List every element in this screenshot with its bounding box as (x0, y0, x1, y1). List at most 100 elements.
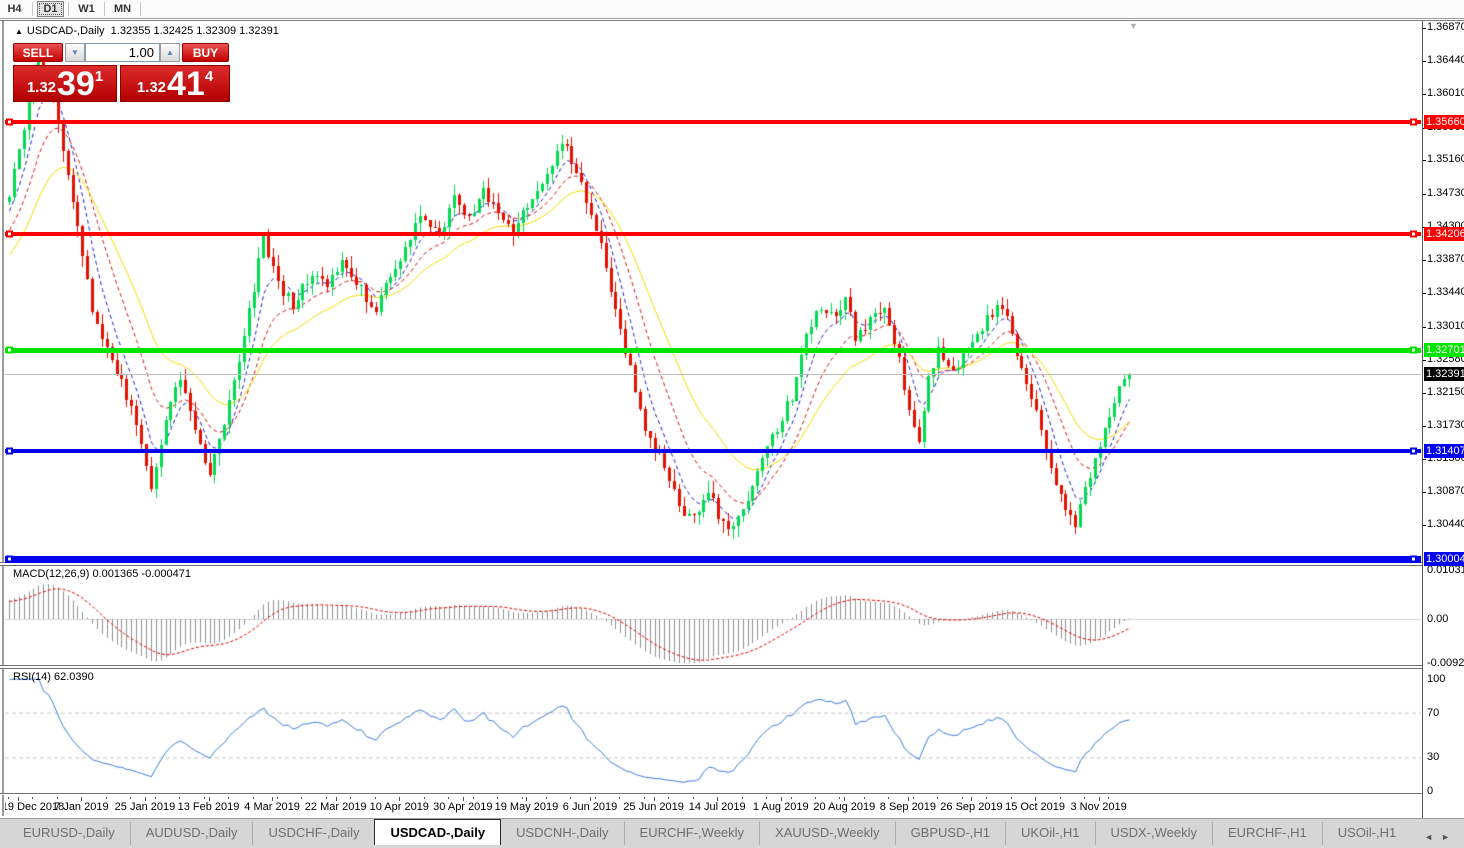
axis-tick (1423, 61, 1426, 63)
timeframe-button-h4[interactable]: H4 (7, 3, 22, 15)
buy-button[interactable]: BUY (182, 43, 229, 62)
level-line-1.32701[interactable] (5, 346, 1421, 354)
date-minor-tick (815, 797, 816, 799)
sell-price-main: 39 (57, 65, 95, 103)
timeframe-button-mn[interactable]: MN (113, 3, 132, 15)
level-line-endpoint[interactable] (6, 346, 13, 354)
endpoint-dot (1412, 557, 1415, 561)
tab-usdx-weekly[interactable]: USDX-,Weekly (1094, 822, 1212, 845)
macd-canvas[interactable] (5, 566, 1421, 665)
main-chart-panel[interactable]: ▲ USDCAD-,Daily 1.32355 1.32425 1.32309 1… (5, 21, 1421, 562)
volume-decrease-button[interactable]: ▼ (65, 43, 85, 62)
buy-price-tile[interactable]: 1.32 41 4 (120, 65, 230, 102)
price-axis[interactable]: 1.368701.364401.360101.355801.351601.347… (1422, 21, 1464, 818)
chart-shift-marker-icon[interactable]: ▼ (1129, 21, 1138, 31)
date-minor-tick (986, 797, 987, 799)
level-line-endpoint[interactable] (6, 230, 13, 238)
chart-title: ▲ USDCAD-,Daily 1.32355 1.32425 1.32309 1… (15, 25, 279, 37)
date-minor-tick (424, 797, 425, 799)
rsi-canvas[interactable] (5, 669, 1421, 796)
date-minor-tick (693, 797, 694, 799)
date-minor-tick (742, 797, 743, 799)
panel-divider[interactable] (0, 665, 1464, 669)
window-top-border (0, 20, 1464, 21)
tab-scroll-right-icon[interactable]: ► (1441, 832, 1458, 842)
axis-tick (1423, 492, 1426, 494)
tab-ukoil-h1[interactable]: UKOil-,H1 (1005, 822, 1095, 845)
date-minor-tick (522, 797, 523, 799)
volume-input[interactable] (85, 43, 160, 62)
date-label: 4 Mar 2019 (244, 801, 300, 813)
date-minor-tick (644, 797, 645, 799)
date-minor-tick (1108, 797, 1109, 799)
endpoint-dot (8, 232, 11, 236)
date-minor-tick (1084, 797, 1085, 799)
price-badge-1.32701: 1.32701 (1424, 343, 1464, 358)
date-minor-tick (497, 797, 498, 799)
tab-audusd-daily[interactable]: AUDUSD-,Daily (129, 822, 253, 845)
level-line-endpoint[interactable] (1410, 230, 1417, 238)
axis-tick (1423, 458, 1426, 460)
timeframe-toolbar: H4 D1 W1 MN (0, 0, 1464, 19)
tab-usdchf-daily[interactable]: USDCHF-,Daily (252, 822, 374, 845)
date-major-tick (781, 797, 782, 801)
timeframe-button-w1[interactable]: W1 (78, 3, 95, 15)
date-minor-tick (57, 797, 58, 799)
tab-scroll-left-icon[interactable]: ◄ (1424, 832, 1442, 842)
collapse-arrow-icon[interactable]: ▲ (15, 27, 23, 36)
date-label: 10 Apr 2019 (369, 801, 429, 813)
sell-button[interactable]: SELL (13, 43, 63, 62)
date-label: 22 Mar 2019 (304, 801, 367, 813)
date-axis[interactable]: 19 Dec 2018 7 Jan 2019 25 Jan 2019 13 Feb 2… (5, 797, 1421, 818)
rsi-panel[interactable]: RSI(14) 62.0390 (5, 669, 1421, 796)
date-minor-tick (864, 797, 865, 799)
tab-usoil-h1[interactable]: USOil-,H1 (1321, 822, 1412, 845)
date-label: 1 Aug 2019 (752, 801, 809, 813)
date-minor-tick (130, 797, 131, 799)
date-minor-tick (791, 797, 792, 799)
rsi-label: RSI(14) 62.0390 (13, 671, 94, 683)
tab-usdcad-daily[interactable]: USDCAD-,Daily (374, 819, 502, 845)
date-major-tick (971, 797, 972, 801)
tab-usdcnh-daily[interactable]: USDCNH-,Daily (516, 825, 609, 840)
level-line-1.30004[interactable] (5, 555, 1421, 563)
sell-price-tile[interactable]: 1.32 39 1 (13, 65, 117, 102)
window-left-border (2, 21, 4, 816)
endpoint-dot (1412, 348, 1415, 352)
tab-eurusd-daily[interactable]: EURUSD-,Daily (23, 825, 115, 840)
date-major-tick (526, 797, 527, 801)
level-line-endpoint[interactable] (6, 118, 13, 126)
rsi-axis-label: 0 (1427, 785, 1434, 797)
level-line-1.34206[interactable] (5, 230, 1421, 238)
macd-label: MACD(12,26,9) 0.001365 -0.000471 (13, 568, 191, 580)
level-line-endpoint[interactable] (1410, 555, 1417, 563)
price-tick-label: 1.36870 (1427, 20, 1464, 33)
tab-eurchf-weekly[interactable]: EURCHF-,Weekly (623, 822, 760, 845)
macd-panel[interactable]: MACD(12,26,9) 0.001365 -0.000471 (5, 566, 1421, 665)
level-line-endpoint[interactable] (1410, 447, 1417, 455)
tab-eurchf-h1[interactable]: EURCHF-,H1 (1212, 822, 1322, 845)
endpoint-dot (8, 348, 11, 352)
level-line-endpoint[interactable] (1410, 118, 1417, 126)
volume-increase-button[interactable]: ▲ (160, 43, 180, 62)
timeframe-button-d1[interactable]: D1 (37, 1, 64, 17)
chart-symbol-period: USDCAD-,Daily (26, 25, 105, 37)
current-price-line (5, 374, 1421, 376)
level-line-1.35660[interactable] (5, 118, 1421, 126)
macd-axis-label: -0.009203 (1427, 656, 1464, 669)
rsi-axis-label: 70 (1427, 706, 1440, 719)
date-label: 13 Feb 2019 (177, 801, 240, 813)
tab-gbpusd-h1[interactable]: GBPUSD-,H1 (894, 822, 1005, 845)
level-line-1.31407[interactable] (5, 447, 1421, 455)
axis-tick (1423, 160, 1426, 162)
date-major-tick (1035, 797, 1036, 801)
candlestick-chart-canvas[interactable] (5, 21, 1421, 562)
date-major-tick (844, 797, 845, 801)
level-line-endpoint[interactable] (6, 555, 13, 563)
level-line-endpoint[interactable] (6, 447, 13, 455)
endpoint-dot (8, 557, 11, 561)
level-line-endpoint[interactable] (1410, 346, 1417, 354)
date-minor-tick (668, 797, 669, 799)
tab-xauusd-weekly[interactable]: XAUUSD-,Weekly (759, 822, 895, 845)
